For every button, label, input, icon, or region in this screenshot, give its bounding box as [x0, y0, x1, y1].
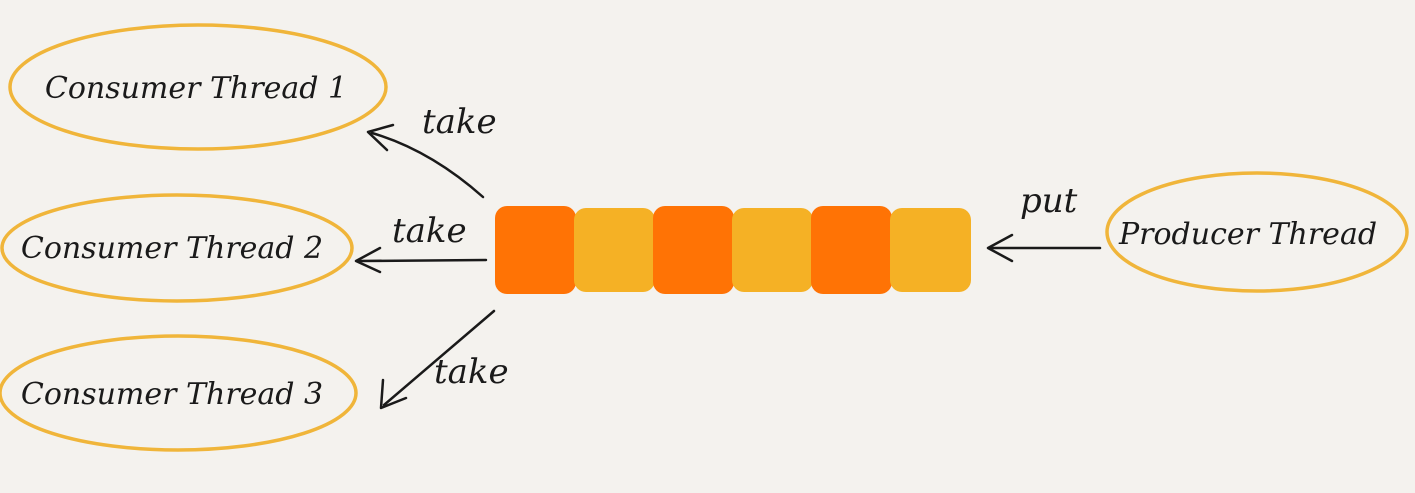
consumer-thread-2-label: Consumer Thread 2	[21, 231, 323, 266]
queue-cell-3	[653, 206, 734, 294]
consumer-thread-1-ellipse	[8, 23, 388, 151]
queue-cell-1	[495, 206, 576, 294]
producer-thread-node: Producer Thread	[1105, 171, 1409, 293]
queue	[495, 206, 971, 294]
take-arrow-3-head	[379, 378, 408, 410]
consumer-thread-2-node: Consumer Thread 2	[0, 193, 354, 303]
take-label-1: take	[422, 102, 497, 142]
put-arrow-head	[986, 233, 1014, 263]
consumer-thread-3-ellipse	[0, 334, 358, 452]
take-arrow-2-head	[354, 246, 382, 274]
consumer-thread-1-node: Consumer Thread 1	[8, 23, 388, 151]
take-arrow-1-line	[370, 131, 485, 199]
consumer-thread-2-ellipse	[0, 193, 354, 303]
take-arrow-consumer-2: take	[354, 211, 488, 274]
take-arrow-consumer-1: take	[366, 102, 497, 199]
queue-cell-6	[890, 208, 971, 292]
take-arrow-1-head	[366, 123, 395, 152]
take-label-3: take	[434, 352, 509, 392]
producer-thread-label: Producer Thread	[1118, 217, 1377, 252]
put-arrow-producer: put	[986, 181, 1102, 263]
queue-cell-2	[574, 208, 655, 292]
queue-cell-4	[732, 208, 813, 292]
put-label: put	[1020, 181, 1078, 221]
take-label-2: take	[392, 211, 467, 251]
consumer-thread-3-label: Consumer Thread 3	[21, 377, 323, 412]
consumer-thread-3-node: Consumer Thread 3	[0, 334, 358, 452]
take-arrow-consumer-3: take	[379, 309, 509, 410]
take-arrow-3-line	[382, 309, 496, 407]
producer-thread-ellipse	[1105, 171, 1409, 293]
consumer-thread-1-label: Consumer Thread 1	[45, 71, 347, 106]
queue-cell-5	[811, 206, 892, 294]
take-arrow-2-line	[356, 258, 488, 263]
